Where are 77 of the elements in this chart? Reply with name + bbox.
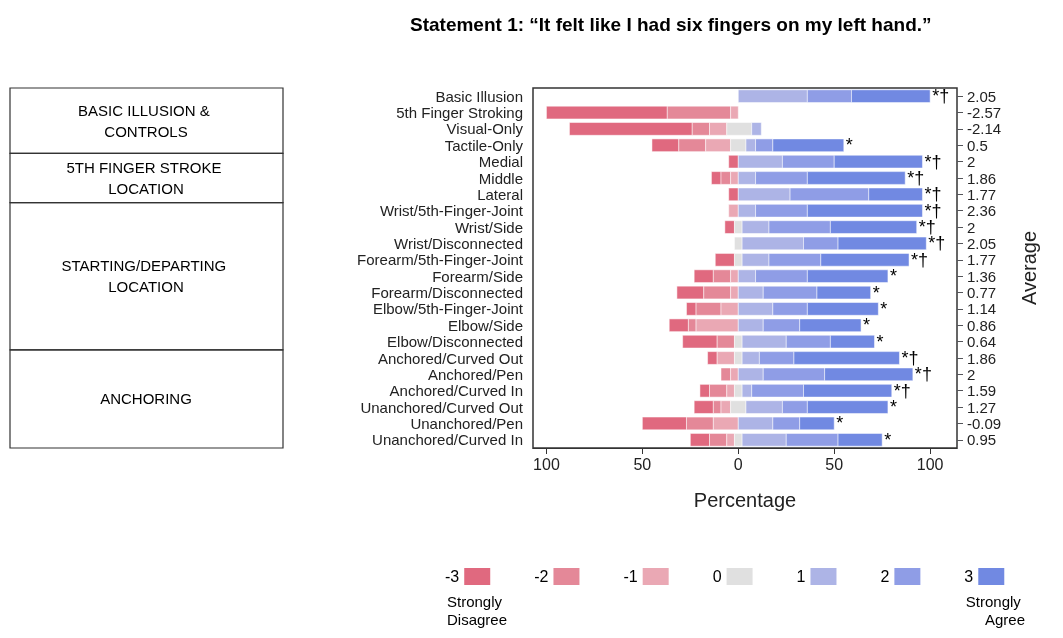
y-tick-label: Elbow/Disconnected [387,333,523,351]
legend-label: 1 [796,568,806,585]
y-tick-label: Elbow/5th-Finger-Joint [372,300,524,318]
annotation: *† [924,151,942,172]
y-tick-label: Wrist/5th-Finger-Joint [379,202,524,220]
y-tick-label: Anchored/Curved Out [377,349,524,367]
annotation: * [880,298,888,319]
y-tick-label: Forearm/5th-Finger-Joint [357,251,524,269]
legend-label: -1 [623,568,638,585]
y2-tick-label: 0.86 [967,316,997,334]
y-tick-label: Basic Illusion [435,87,523,105]
y-tick-label: Unanchored/Curved In [372,431,523,449]
y2-tick-label: 1.77 [967,251,997,269]
y-tick-label: Anchored/Curved In [389,382,523,400]
y-tick-label: Lateral [477,185,523,203]
annotation: * [863,315,871,336]
y-tick-label: 5th Finger Stroking [396,104,523,122]
y2-tick-label: 0.95 [967,431,997,449]
y-tick-label: Wrist/Disconnected [394,234,523,252]
text: Strongly Agree [965,592,1025,628]
y-tick-label: Unanchored/Curved Out [360,398,524,416]
y-tick-label: Anchored/Pen [427,365,523,383]
legend-label: 0 [712,568,722,585]
x-axis-title: Percentage [693,489,797,511]
y2-tick-label: 0.64 [967,333,997,351]
y-tick-label: Forearm/Side [432,267,523,285]
y2-tick-label: 2 [967,218,976,236]
legend-label: 2 [880,568,890,585]
y-tick-label: Forearm/Disconnected [371,284,523,302]
legend-label: -2 [534,568,549,585]
legend-label: -3 [444,568,460,585]
annotation: *† [932,86,950,107]
x-tick-label: 50 [825,455,844,473]
text: ANCHORING [100,390,192,408]
y-tick-label: Visual-Only [446,120,524,138]
y2-tick-label: 0.77 [967,284,997,302]
y2-tick-label: -0.09 [967,414,1002,432]
y2-tick-label: -2.14 [967,120,1002,138]
y-tick-label: Tactile-Only [444,136,524,154]
y2-tick-label: 0.5 [967,136,988,154]
y2-tick-label: 2.05 [967,234,997,252]
text: 5TH FINGER STROKE LOCATION [66,159,226,197]
y2-tick-label: 1.27 [967,398,997,416]
annotation: *† [911,249,929,270]
text: STARTING/DEPARTING LOCATION [61,257,231,296]
text: BASIC ILLUSION & CONTROLS [78,101,214,140]
chart-title: Statement 1: “It felt like I had six fingers on my left hand.” [410,14,932,35]
x-tick-label: 100 [916,455,944,473]
y2-tick-label: 2.05 [967,87,997,105]
y2-tick-label: 2.36 [967,202,997,220]
y2-tick-label: 1.86 [967,169,997,187]
x-tick-label: 50 [633,455,652,473]
annotation: * [884,429,892,450]
y-tick-label: Wrist/Side [454,218,523,236]
annotation: *† [907,168,925,188]
y2-tick-label: 1.59 [967,382,997,400]
y2-tick-label: -2.57 [967,104,1002,122]
y-tick-label: Medial [478,153,523,171]
y2-tick-label: 1.86 [967,349,997,367]
legend-label: 3 [964,568,974,585]
annotation: * [836,413,844,434]
x-tick-label: 0 [733,455,743,473]
annotation: * [876,331,884,352]
y2-tick-label: 1.14 [967,300,997,318]
y-tick-label: Middle [478,169,523,187]
y2-tick-label: 1.36 [967,267,997,285]
y2-axis-title: Average [1018,230,1040,306]
y-tick-label: Elbow/Side [447,316,523,334]
y2-tick-label: 2 [967,365,976,383]
text: Strongly Disagree [447,592,508,628]
annotation: * [889,266,897,287]
annotation: * [872,282,880,303]
y2-tick-label: 1.77 [967,185,997,203]
y-tick-label: Unanchored/Pen [410,414,523,432]
x-tick-label: 100 [533,455,560,473]
y2-tick-label: 2 [967,153,976,171]
annotation: * [845,135,853,156]
